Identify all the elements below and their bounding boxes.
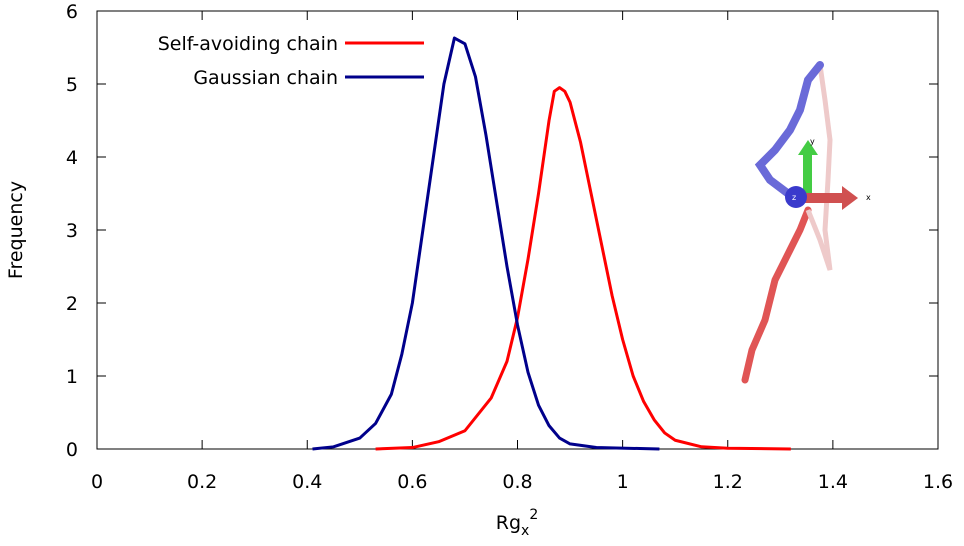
y-tick-label: 2: [66, 293, 78, 315]
chain-red: [741, 206, 812, 384]
y-tick-label: 0: [66, 439, 78, 461]
axis-arrow-x: [795, 193, 843, 203]
x-tick-label: 1.4: [818, 471, 848, 493]
x-tick-label: 0: [91, 471, 103, 493]
x-label-base: Rg: [496, 512, 521, 534]
x-axis-label: Rgx2: [496, 507, 538, 539]
x-tick-label: 0.2: [187, 471, 217, 493]
inset-label: x: [866, 193, 871, 202]
y-tick-label: 5: [66, 74, 78, 96]
x-tick-label: 1.2: [713, 471, 743, 493]
axis-arrow-x-head: [842, 186, 858, 210]
legend-label: Gaussian chain: [193, 67, 338, 89]
chain-blue: [754, 61, 824, 199]
x-tick-label: 0.6: [397, 471, 427, 493]
y-tick-label: 1: [66, 366, 78, 388]
x-tick-label: 1.6: [923, 471, 953, 493]
inset-label: z: [792, 193, 796, 202]
axis-arrow-z: [785, 186, 807, 208]
x-label-sub: x: [521, 523, 529, 539]
x-tick-label: 1: [617, 471, 629, 493]
inset-label: y: [810, 137, 815, 146]
series-line: [312, 36, 660, 451]
legend-label: Self-avoiding chain: [158, 33, 338, 55]
x-tick-label: 0.4: [292, 471, 322, 493]
axis-arrow-y: [803, 153, 812, 195]
axis-arrow-y-head: [798, 140, 818, 155]
inset-molecule: x y z: [741, 61, 871, 384]
chain-light: [805, 64, 833, 271]
x-label-sup: 2: [529, 507, 538, 523]
y-axis-label: Frequency: [5, 181, 27, 279]
x-tick-label: 0.8: [502, 471, 532, 493]
y-tick-label: 3: [66, 220, 78, 242]
y-tick-label: 6: [66, 1, 78, 23]
y-tick-label: 4: [66, 147, 78, 169]
series-line: [375, 86, 791, 451]
